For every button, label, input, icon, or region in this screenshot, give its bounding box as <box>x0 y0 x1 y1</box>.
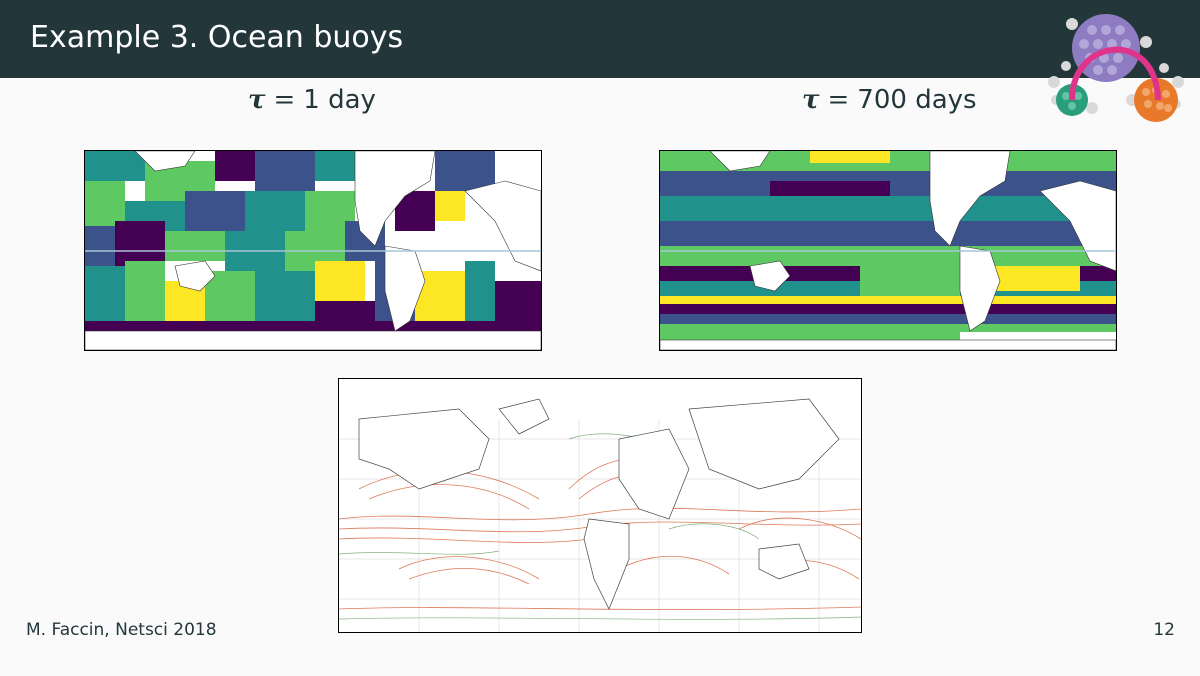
equals-sign: = <box>273 85 296 115</box>
slide-title: Example 3. Ocean buoys <box>30 20 404 55</box>
clustered-world-map-tau-1 <box>84 150 542 351</box>
equals-sign: = <box>827 85 850 115</box>
tau-value: 700 <box>857 85 907 115</box>
caption-tau-700-days: τ = 700 days <box>802 84 977 116</box>
caption-tau-1-day: τ = 1 day <box>248 84 376 116</box>
tau-symbol: τ <box>248 85 266 115</box>
tau-value: 1 <box>303 85 320 115</box>
clustered-world-map-tau-700 <box>659 150 1117 351</box>
tau-symbol: τ <box>802 85 820 115</box>
tau-unit: days <box>915 85 977 115</box>
footer-author: M. Faccin, Netsci 2018 <box>26 620 217 640</box>
network-logo-icon <box>1036 8 1186 126</box>
page-number: 12 <box>1153 620 1175 640</box>
tau-unit: day <box>328 85 376 115</box>
ocean-currents-map <box>338 378 862 633</box>
title-bar: Example 3. Ocean buoys <box>0 0 1200 78</box>
